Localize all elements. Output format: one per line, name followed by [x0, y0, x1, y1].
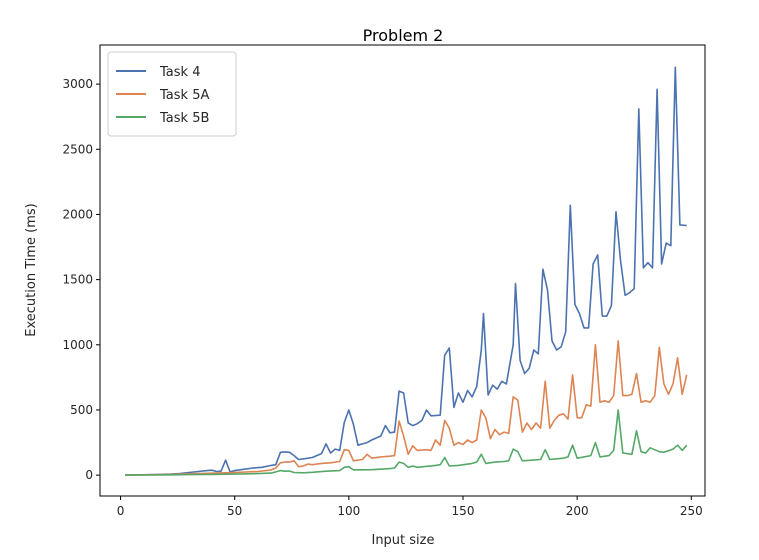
y-tick-label: 2500 [62, 142, 93, 156]
x-tick-label: 250 [680, 504, 703, 518]
legend-label: Task 5B [159, 111, 209, 126]
y-tick-label: 3000 [62, 77, 93, 91]
x-axis: 0 50 100 150 200 250 [117, 496, 703, 518]
plot-area: 0 50 100 150 200 250 0 500 1000 1500 2000 2500 3000 [62, 44, 706, 518]
x-tick-label: 200 [566, 504, 589, 518]
y-tick-label: 1000 [62, 338, 93, 352]
legend: Task 4 Task 5A Task 5B [107, 51, 237, 137]
x-tick-label: 100 [337, 504, 360, 518]
chart-title: Problem 2 [363, 26, 444, 45]
y-tick-label: 500 [70, 403, 93, 417]
y-tick-label: 2000 [62, 207, 93, 221]
x-tick-label: 0 [117, 504, 125, 518]
legend-label: Task 5A [159, 88, 209, 103]
series-layer [125, 66, 688, 476]
y-axis-label: Execution Time (ms) [24, 203, 39, 336]
series-line-task-5a [125, 340, 688, 476]
y-axis: 0 500 1000 1500 2000 2500 3000 [62, 77, 100, 482]
x-tick-label: 50 [227, 504, 242, 518]
y-tick-label: 0 [85, 468, 93, 482]
axes-frame [99, 44, 706, 497]
series-line-task-4 [125, 66, 687, 476]
x-axis-label: Input size [371, 533, 434, 548]
y-tick-label: 1500 [62, 273, 93, 287]
legend-label: Task 4 [159, 65, 200, 80]
legend-box [107, 51, 237, 137]
x-tick-label: 150 [452, 504, 475, 518]
series-line-task-5b [125, 409, 688, 476]
